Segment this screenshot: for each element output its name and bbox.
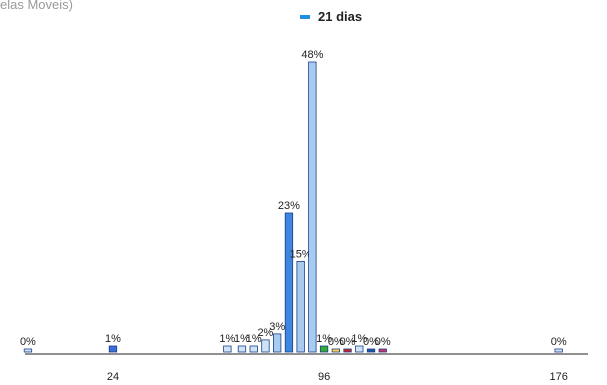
data-label: 1% <box>246 333 262 345</box>
bar <box>223 345 232 353</box>
data-label: 0% <box>363 336 379 348</box>
legend-swatch <box>300 14 310 19</box>
data-label: 1% <box>105 333 121 345</box>
bar <box>249 345 258 353</box>
data-label: 1% <box>316 333 332 345</box>
bar <box>366 348 376 353</box>
bar <box>108 345 118 353</box>
data-label: 3% <box>269 321 285 333</box>
bar <box>331 348 341 353</box>
bar <box>296 260 305 353</box>
bar <box>343 348 352 353</box>
data-label: 15% <box>290 248 312 260</box>
legend: 21 dias <box>300 9 362 24</box>
bar <box>319 345 329 353</box>
x-tick-label: 24 <box>107 371 119 383</box>
legend-label: 21 dias <box>318 9 363 24</box>
bar <box>272 333 282 353</box>
bar <box>261 339 270 353</box>
x-tick-label: 96 <box>318 371 330 383</box>
data-label: 23% <box>278 200 300 212</box>
data-label: 0% <box>340 336 356 348</box>
bar <box>378 348 387 353</box>
bar <box>237 345 247 353</box>
data-label: 1% <box>351 333 367 345</box>
data-label: 0% <box>551 336 567 348</box>
data-label: 2% <box>257 327 273 339</box>
data-label: 48% <box>301 49 323 61</box>
chart-top-title: elas Moveis) <box>0 0 73 12</box>
bar <box>23 348 33 353</box>
data-label: 0% <box>375 336 391 348</box>
bar <box>355 345 364 353</box>
bar <box>554 348 563 353</box>
data-label: 0% <box>20 336 36 348</box>
bar <box>284 212 294 353</box>
data-label: 0% <box>328 336 344 348</box>
data-label: 1% <box>234 333 250 345</box>
data-label: 1% <box>219 333 235 345</box>
x-tick-label: 176 <box>550 371 568 383</box>
bar <box>308 61 317 353</box>
